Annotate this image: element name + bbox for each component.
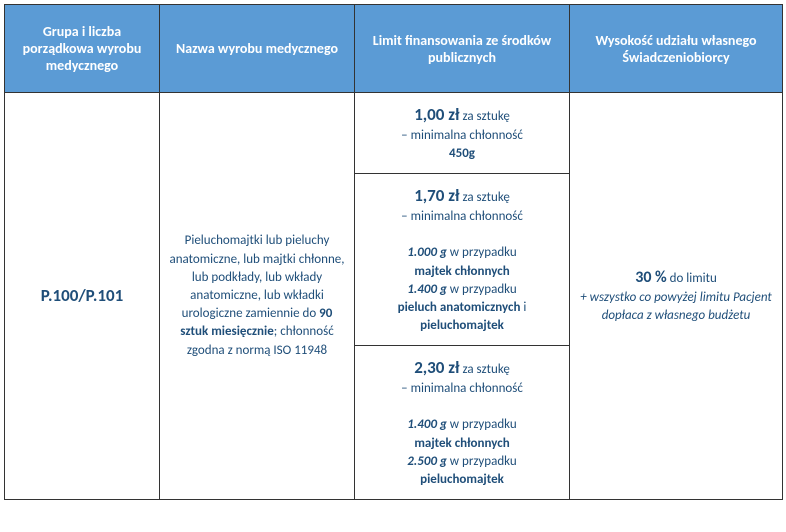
data-row: P.100/P.101 Pieluchomajtki lub pieluchy … xyxy=(5,93,783,500)
min-1: – minimalna chłonność xyxy=(401,128,523,143)
case2b-txt: w przypadku xyxy=(447,282,517,297)
case3a-txt: w przypadku xyxy=(447,417,517,432)
limit-tier-2: 1,70 zł za sztukę – minimalna chłonność … xyxy=(355,174,569,346)
product-code: P.100/P.101 xyxy=(41,285,123,306)
price-3: 2,30 zł xyxy=(414,357,459,378)
share-pct: 30 % xyxy=(635,268,667,287)
price-1: 1,00 zł xyxy=(414,104,459,125)
g3b: 2.500 g xyxy=(407,454,447,469)
share-to-limit: do limitu xyxy=(667,271,717,286)
case2b-bold1: pieluch anatomicznych xyxy=(398,300,521,315)
share-cell: 30 % do limitu + wszystko co powyżej lim… xyxy=(570,93,783,500)
price-2: 1,70 zł xyxy=(414,185,459,206)
g3a: 1.400 g xyxy=(407,417,447,432)
case2b-bold2: pieluchomajtek xyxy=(420,318,504,333)
g2a: 1.000 g xyxy=(407,245,447,260)
case3b-txt: w przypadku xyxy=(447,454,517,469)
per-3: za sztukę xyxy=(460,362,510,377)
header-name: Nazwa wyrobu medycznego xyxy=(160,5,355,93)
share-note: + wszystko co powyżej limitu Pacjent dop… xyxy=(580,290,772,323)
limit-cell: 1,00 zł za sztukę – minimalna chłonność … xyxy=(355,93,570,500)
min-2: – minimalna chłonność xyxy=(401,209,523,224)
case3a-bold: majtek chłonnych xyxy=(414,436,509,451)
case3b-bold: pieluchomajtek xyxy=(420,472,504,487)
product-description-cell: Pieluchomajtki lub pieluchy anatomiczne,… xyxy=(160,93,355,500)
case2b-and: i xyxy=(520,300,526,315)
case2a-bold: majtek chłonnych xyxy=(414,264,509,279)
limit-tier-3: 2,30 zł za sztukę – minimalna chłonność … xyxy=(355,346,569,499)
absorb-1: 450g xyxy=(449,146,475,161)
header-share: Wysokość udziału własnego Świadczeniobio… xyxy=(570,5,783,93)
header-row: Grupa i liczba porządkowa wyrobu medyczn… xyxy=(5,5,783,93)
case2a-txt: w przypadku xyxy=(447,245,517,260)
per-1: za sztukę xyxy=(460,109,510,124)
g2b: 1.400 g xyxy=(407,282,447,297)
limit-tier-1: 1,00 zł za sztukę – minimalna chłonność … xyxy=(355,93,569,174)
header-group: Grupa i liczba porządkowa wyrobu medyczn… xyxy=(5,5,160,93)
per-2: za sztukę xyxy=(460,190,510,205)
product-code-cell: P.100/P.101 xyxy=(5,93,160,500)
reimbursement-table: Grupa i liczba porządkowa wyrobu medyczn… xyxy=(4,4,783,500)
header-limit: Limit finansowania ze środków publicznyc… xyxy=(355,5,570,93)
min-3: – minimalna chłonność xyxy=(401,381,523,396)
